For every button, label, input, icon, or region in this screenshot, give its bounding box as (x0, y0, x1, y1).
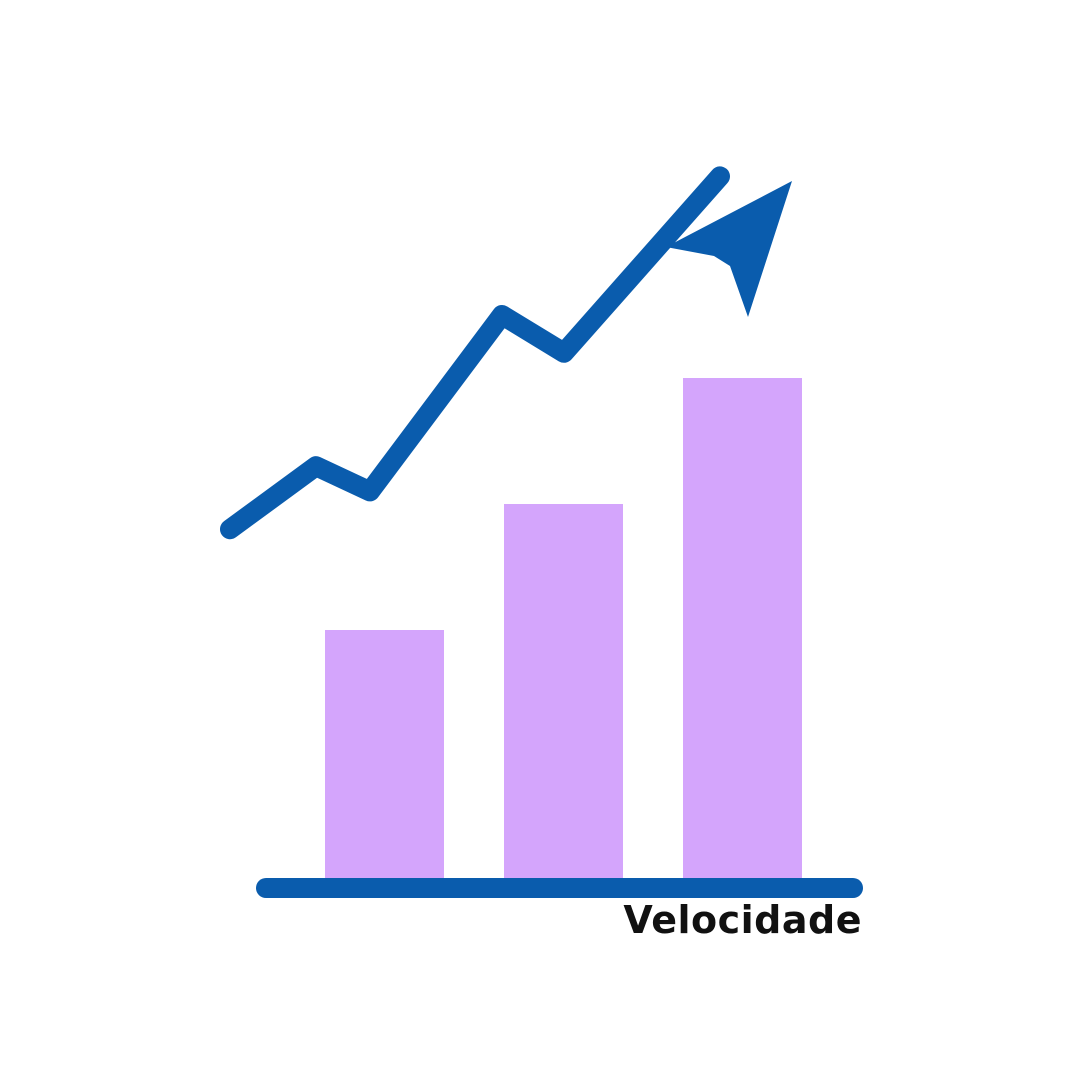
trend-arrowhead-icon (666, 181, 792, 317)
trend-layer (220, 166, 792, 540)
bar-3 (683, 378, 802, 882)
trend-line (220, 166, 730, 540)
bar-1 (325, 630, 444, 882)
bar-2 (504, 504, 623, 882)
x-axis-label: Velocidade (623, 898, 862, 942)
bars-layer (325, 378, 802, 882)
